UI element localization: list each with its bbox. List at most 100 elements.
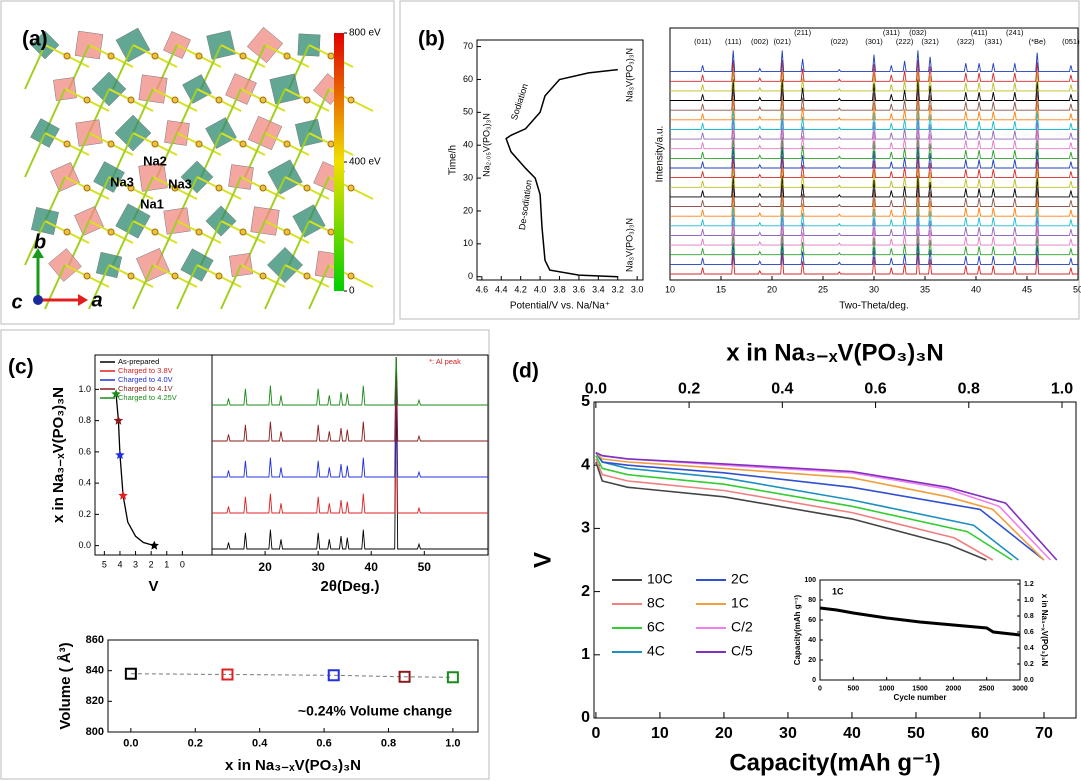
data-line [595,452,1045,561]
annotation: De-sodiation [517,179,534,230]
bond [24,44,46,90]
site-label: Na3 [110,174,134,189]
atom [259,184,267,192]
pattern-line [670,194,1078,217]
x-tick-label: 50 [907,725,925,742]
x-tick-label: 30 [311,560,325,574]
peak-label: (321) [921,37,939,46]
legend-label: As-prepared [118,357,159,366]
panel-label: (d) [512,360,539,383]
x-axis-label: 2θ(Deg.) [321,578,380,595]
data-line [595,452,1045,561]
x-tick-label: 500 [847,685,859,692]
atom [195,228,203,236]
x-tick-label: 4 [117,560,122,570]
atom [215,96,223,104]
x-tick-label: 60 [971,725,989,742]
bond [44,264,66,310]
y2-tick-label: 0.2 [1024,661,1034,668]
x-tick-label: 30 [869,285,879,295]
bond [132,264,154,310]
y-tick-label: 800 [86,726,104,738]
x-tick-label: 70 [1035,725,1053,742]
atom [327,52,335,60]
atom [63,228,71,236]
colorbar [334,33,344,291]
pattern-line [670,214,1078,236]
annotation: *: Al peak [429,357,461,366]
y-tick-label: 30 [463,172,473,182]
y-tick-label: 20 [808,657,816,664]
y-axis-label: V [529,552,556,568]
axis-label: b [34,231,46,253]
atom [195,52,203,60]
atom [127,96,135,104]
x-tick-label: 10 [651,725,669,742]
y-tick-label: 50 [463,107,473,117]
pattern-line [670,108,1078,130]
atom [83,184,91,192]
pattern-line [212,356,488,406]
x-tick-label: 40 [365,560,379,574]
square-marker [124,667,137,680]
atom [283,228,291,236]
atom [239,140,247,148]
plot-frame [211,354,489,556]
star-marker [113,415,124,425]
pattern-line [670,166,1078,188]
panel-border [0,329,490,780]
atom [63,52,71,60]
atom [151,140,159,148]
pattern-line [670,175,1078,198]
x-tick-label: 40 [843,725,861,742]
pattern-line [670,252,1078,275]
atom [107,52,115,60]
atom [239,52,247,60]
data-line [595,451,1058,561]
legend-label: 4C [647,643,665,659]
y-tick-label: 0.0 [78,540,91,550]
legend-label: 6C [647,619,665,635]
x2-tick-label: 0.0 [585,380,607,397]
x2-tick-label: 0.6 [864,380,886,397]
colorbar-tick-label: 0 [349,286,355,297]
x-tick-label: 20 [715,725,733,742]
x-tick-label: 3.0 [631,285,644,295]
x-tick-label: 25 [818,285,828,295]
atom [195,140,203,148]
y2-tick-label: 1.2 [1024,581,1034,588]
atom [347,272,355,280]
y-tick-label: 840 [86,665,104,677]
y-tick-label: 0 [581,709,590,726]
x2-tick-label: 0.2 [678,380,700,397]
atom [303,272,311,280]
peak-label: (211) [794,28,811,37]
x-tick-label: 0 [180,560,185,570]
legend-label: 10C [647,571,673,587]
panel-label: (c) [8,356,34,379]
bond [24,132,46,178]
annotation: Na₃V(PO₃)₃N [624,48,634,102]
x-tick-label: 3.4 [592,285,605,295]
axis-label: c [11,291,22,313]
data-line [595,461,987,561]
inset-label: 1C [832,586,844,596]
peak-label: (241) [1006,28,1024,37]
y2-tick-label: 1.0 [1024,597,1034,604]
atom [127,184,135,192]
atom [107,228,115,236]
y-tick-label: 80 [808,597,816,604]
pattern-line [670,98,1078,121]
star-marker [149,540,159,550]
x-tick-label: 3.2 [612,285,625,295]
x-tick-label: 0 [591,725,600,742]
plot-frame [593,401,1077,719]
x-tick-label: 0.0 [123,738,138,750]
x-tick-label: 4.0 [534,285,547,295]
x-tick-label: 2 [149,560,154,570]
data-line [595,458,994,561]
site-label: Na1 [140,196,164,211]
pattern-line [670,185,1078,207]
atom [127,272,135,280]
x-tick-label: 15 [716,285,726,295]
